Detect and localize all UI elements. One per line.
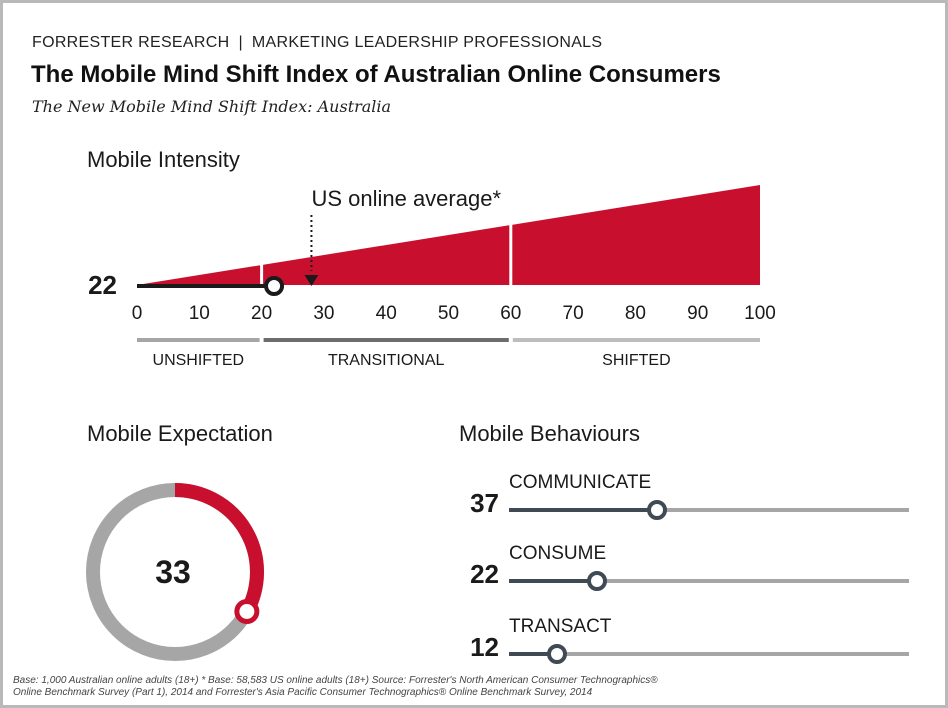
- intensity-value-knob: [264, 276, 285, 296]
- behaviour-value-transact: 12: [470, 632, 499, 662]
- intensity-tick-label: 70: [563, 303, 584, 324]
- infographic-frame: FORRESTER RESEARCH | MARKETING LEADERSHIP …: [3, 3, 945, 705]
- source-label: FORRESTER RESEARCH: [32, 34, 230, 51]
- behaviour-value-consume: 22: [470, 559, 499, 589]
- intensity-tick-label: 60: [500, 303, 521, 324]
- behaviours-title: Mobile Behaviours: [459, 421, 640, 446]
- intensity-tick-label: 0: [132, 303, 143, 324]
- intensity-tick-label: 40: [376, 303, 397, 324]
- behaviour-value-communicate: 37: [470, 488, 499, 518]
- audience-label: MARKETING LEADERSHIP PROFESSIONALS: [251, 34, 603, 51]
- segment-bar-transitional: [263, 338, 509, 342]
- behaviour-label-communicate: COMMUNICATE: [509, 472, 651, 493]
- page-subtitle: The New Mobile Mind Shift Index: Austral…: [32, 97, 392, 116]
- intensity-tick-label: 80: [625, 303, 646, 324]
- footnote-line-2: Online Benchmark Survey (Part 1), 2014 a…: [13, 687, 593, 698]
- intensity-tick-label: 30: [313, 303, 334, 324]
- behaviour-knob-transact: [547, 644, 567, 664]
- behaviour-label-consume: CONSUME: [509, 543, 606, 564]
- intensity-value-label: 22: [88, 270, 117, 300]
- behaviour-knob-consume: [587, 571, 607, 591]
- expectation-arc: [174, 483, 264, 615]
- intensity-tick-label: 100: [744, 303, 776, 324]
- intensity-tick-label: 10: [189, 303, 210, 324]
- intensity-tick-label: 90: [687, 303, 708, 324]
- us-average-arrow: [304, 275, 319, 286]
- report-header: FORRESTER RESEARCH | MARKETING LEADERSHIP …: [32, 34, 602, 52]
- segment-label-transitional: TRANSITIONAL: [328, 352, 445, 369]
- behaviour-label-transact: TRANSACT: [509, 616, 612, 637]
- segment-bar-unshifted: [137, 338, 260, 342]
- intensity-tick-label: 50: [438, 303, 459, 324]
- behaviour-knob-communicate: [647, 500, 667, 520]
- intensity-tick-label: 20: [251, 303, 272, 324]
- us-average-label: US online average*: [311, 186, 501, 211]
- charts-canvas: 0 10 20 30 40 50 60 70 80 90 100 UNSHIFTED TRANSITIO…: [86, 185, 909, 664]
- intensity-title: Mobile Intensity: [87, 147, 240, 172]
- footnote: Base: 1,000 Australian online adults (18…: [13, 675, 773, 699]
- page-title: The Mobile Mind Shift Index of Australia…: [31, 61, 721, 88]
- expectation-value-label: 33: [155, 554, 191, 590]
- expectation-knob: [234, 599, 260, 625]
- header-separator: |: [238, 34, 243, 51]
- footnote-line-1: Base: 1,000 Australian online adults (18…: [13, 675, 658, 686]
- intensity-wedge: [137, 185, 760, 285]
- segment-label-shifted: SHIFTED: [602, 352, 670, 369]
- expectation-title: Mobile Expectation: [87, 421, 273, 446]
- segment-bar-shifted: [512, 338, 760, 342]
- segment-label-unshifted: UNSHIFTED: [153, 352, 245, 369]
